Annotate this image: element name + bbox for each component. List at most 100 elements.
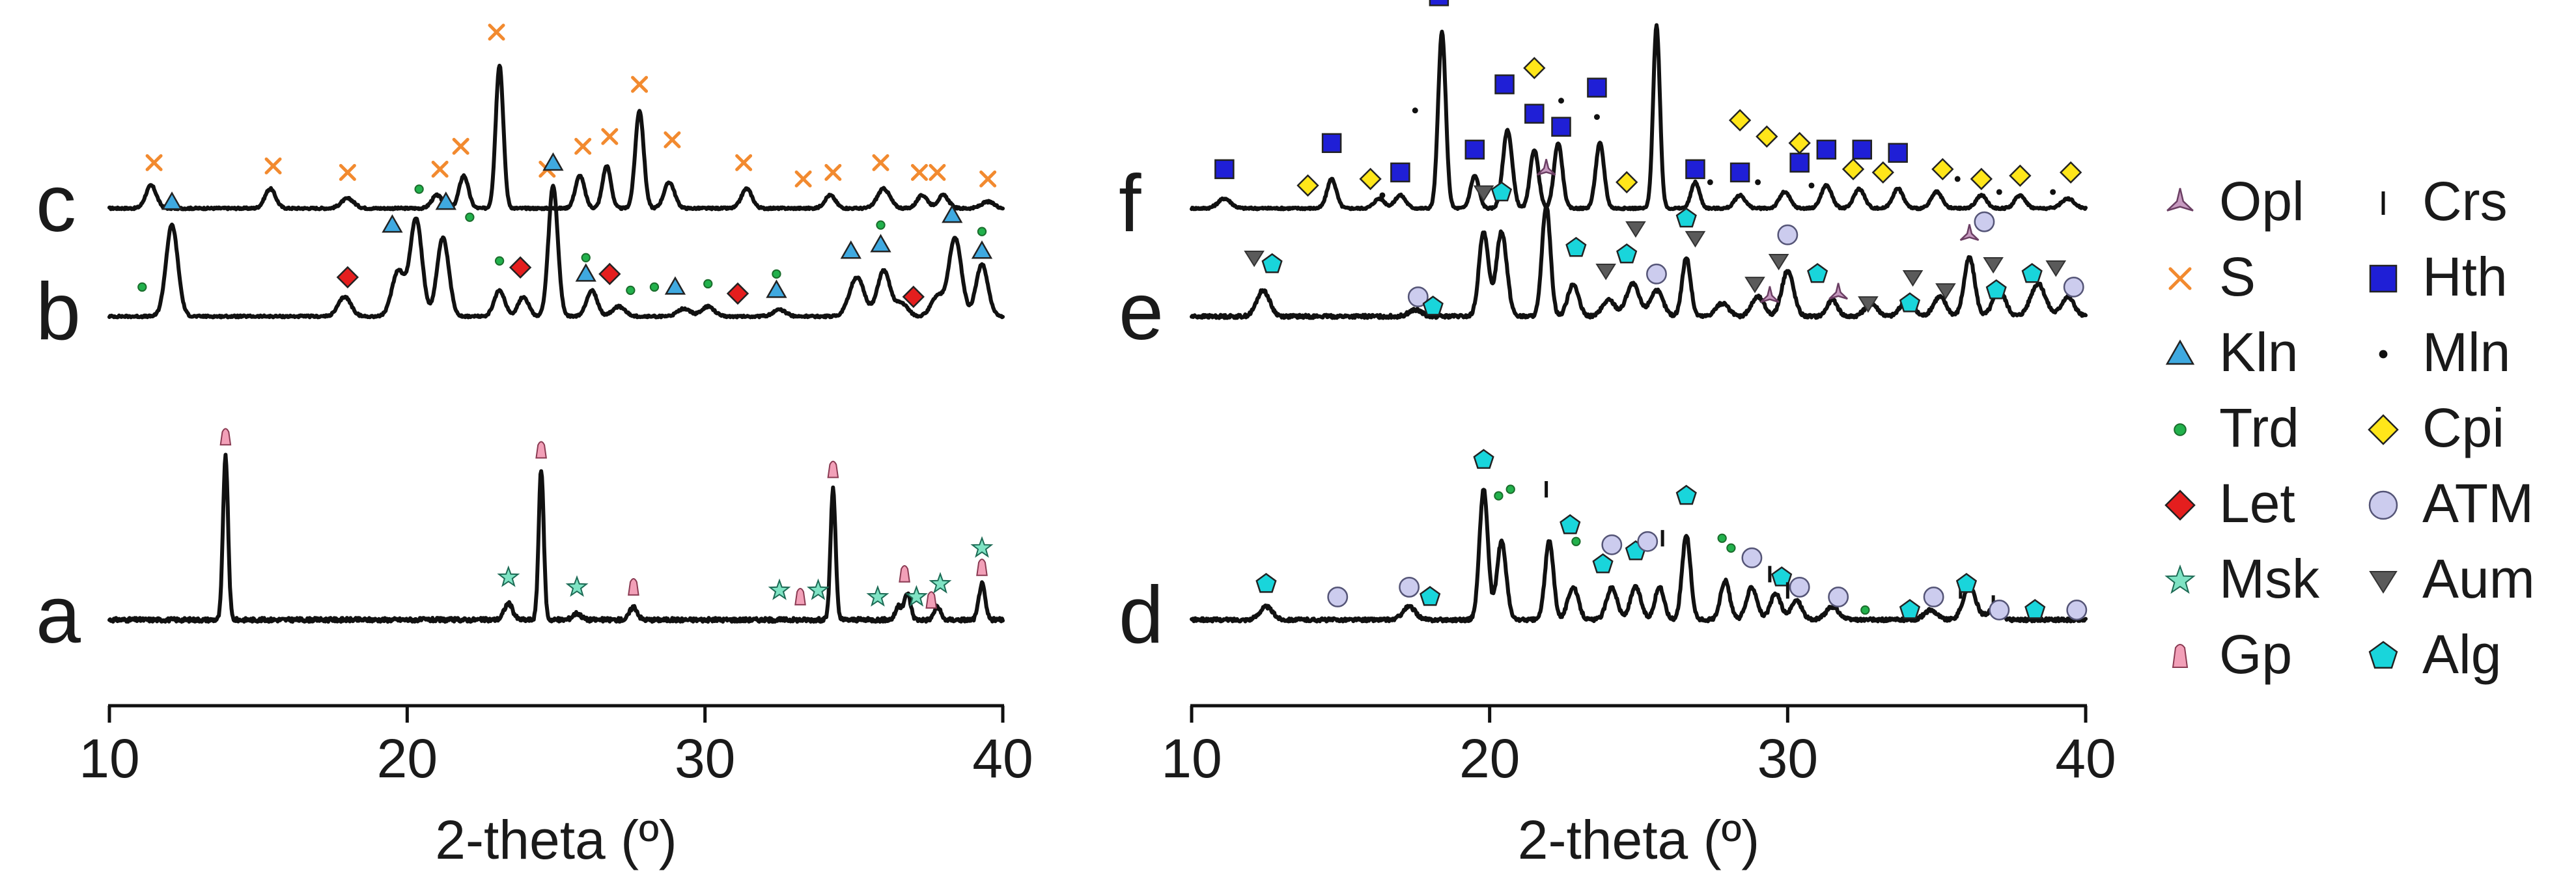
marker-e-alg: [1675, 207, 1697, 228]
marker-f-mln: [1707, 179, 1713, 186]
marker-c-s: [872, 154, 889, 171]
xrd-trace-f: [1190, 23, 2088, 212]
marker-f-mln: [1412, 107, 1418, 114]
marker-e-alg: [1491, 181, 1513, 202]
marker-d-trd: [1717, 533, 1727, 543]
marker-f-hth: [1494, 74, 1515, 94]
legend-item-crs: Crs: [2381, 171, 2508, 232]
marker-f-mln: [1558, 98, 1564, 104]
marker-a-msk: [904, 585, 928, 607]
marker-b-let: [509, 256, 532, 279]
marker-f-hth: [1551, 117, 1571, 137]
legend-triangle-icon: [2165, 339, 2195, 365]
marker-d-atm: [1399, 576, 1420, 598]
legend-item-aum: Aum: [2369, 548, 2535, 609]
marker-b-trd: [581, 253, 591, 262]
marker-e-alg: [1807, 262, 1828, 283]
marker-b-trd: [772, 269, 781, 279]
marker-c-s: [264, 157, 282, 174]
marker-b-trd: [414, 184, 424, 194]
marker-f-cpi: [1296, 174, 1319, 197]
marker-d-alg: [1592, 553, 1614, 574]
trace-label-f: f: [1119, 159, 1141, 249]
trace-label-c: c: [36, 159, 76, 249]
marker-a-msk: [929, 572, 952, 594]
marker-a-msk: [806, 578, 830, 600]
x-axis-title: 2-theta (º): [1518, 809, 1759, 870]
marker-e-alg: [1565, 236, 1587, 257]
phase-legend: Opl S Kln Trd Let Msk Gp Crs Hth Mln Cpi ATM Aum Alg: [2164, 171, 2535, 685]
marker-e-aum: [2045, 260, 2067, 277]
marker-a-gp: [219, 428, 232, 446]
legend-item-trd: Trd: [2174, 397, 2299, 458]
marker-a-gp: [628, 578, 639, 596]
marker-e-aum: [1625, 221, 1646, 238]
xrd-trace-e: [1190, 203, 2088, 320]
marker-c-s: [431, 160, 449, 178]
marker-b-let: [598, 262, 621, 286]
marker-d-atm: [1601, 534, 1623, 555]
legend-label: Alg: [2422, 624, 2501, 685]
marker-f-cpi: [2009, 164, 2032, 187]
marker-a-msk: [970, 536, 994, 558]
marker-e-opl: [1536, 159, 1556, 176]
marker-b-let: [336, 266, 359, 289]
marker-a-msk: [497, 565, 520, 587]
marker-e-aum: [1858, 296, 1879, 313]
marker-b-kln: [161, 191, 183, 210]
legend-label: Trd: [2219, 397, 2299, 458]
trace-label-b: b: [36, 267, 81, 357]
marker-c-s: [574, 137, 592, 155]
marker-e-aum: [1685, 230, 1706, 248]
marker-b-trd: [876, 220, 886, 230]
marker-d-alg: [1420, 586, 1441, 606]
marker-c-s: [145, 154, 163, 171]
legend-label: Mln: [2422, 322, 2510, 383]
marker-c-s: [979, 170, 997, 187]
legend-diamond-icon: [2368, 414, 2399, 445]
marker-d-atm: [1923, 587, 1944, 607]
marker-d-trd: [1505, 484, 1515, 494]
marker-e-aum: [1744, 277, 1765, 294]
marker-d-atm: [1828, 587, 1849, 607]
marker-b-trd: [703, 279, 713, 289]
marker-d-alg: [1255, 572, 1277, 593]
marker-f-cpi: [1728, 109, 1752, 132]
marker-a-gp: [827, 460, 839, 479]
marker-f-hth: [1524, 104, 1545, 124]
marker-f-mln: [1593, 114, 1600, 120]
trace-label-a: a: [36, 570, 81, 660]
marker-b-kln: [971, 240, 993, 259]
marker-f-cpi: [1756, 125, 1778, 148]
marker-b-kln: [435, 191, 456, 210]
marker-e-opl: [1959, 224, 1980, 241]
legend-square-icon: [2369, 264, 2398, 293]
marker-c-s: [601, 128, 619, 145]
marker-f-hth: [1390, 162, 1410, 183]
xrd-trace-d: [1190, 488, 2088, 624]
legend-item-kln: Kln: [2165, 322, 2298, 383]
marker-a-gp: [794, 588, 806, 605]
trace-label-d: d: [1119, 570, 1164, 660]
marker-f-mln: [1379, 192, 1386, 199]
legend-label: S: [2219, 246, 2256, 307]
marker-e-alg: [1422, 296, 1444, 316]
marker-f-mln: [1996, 189, 2002, 195]
legend-item-cpi: Cpi: [2368, 397, 2504, 458]
marker-c-s: [824, 163, 842, 181]
marker-b-trd: [137, 282, 147, 292]
marker-d-alg: [1771, 566, 1793, 587]
marker-d-atm: [1741, 547, 1763, 568]
marker-d-atm: [1789, 576, 1810, 598]
marker-d-atm: [2066, 600, 2088, 620]
legend-label: ATM: [2422, 473, 2534, 534]
marker-e-alg: [2021, 262, 2043, 283]
legend-tri-star-icon: [2166, 187, 2194, 212]
legend-label: Msk: [2219, 548, 2320, 609]
xrd-trace-b: [107, 184, 1005, 320]
marker-d-atm: [1989, 600, 2010, 620]
marker-b-kln: [382, 214, 403, 233]
legend-pentagon-icon: [2368, 641, 2398, 669]
x-tick-label: 20: [377, 728, 438, 789]
